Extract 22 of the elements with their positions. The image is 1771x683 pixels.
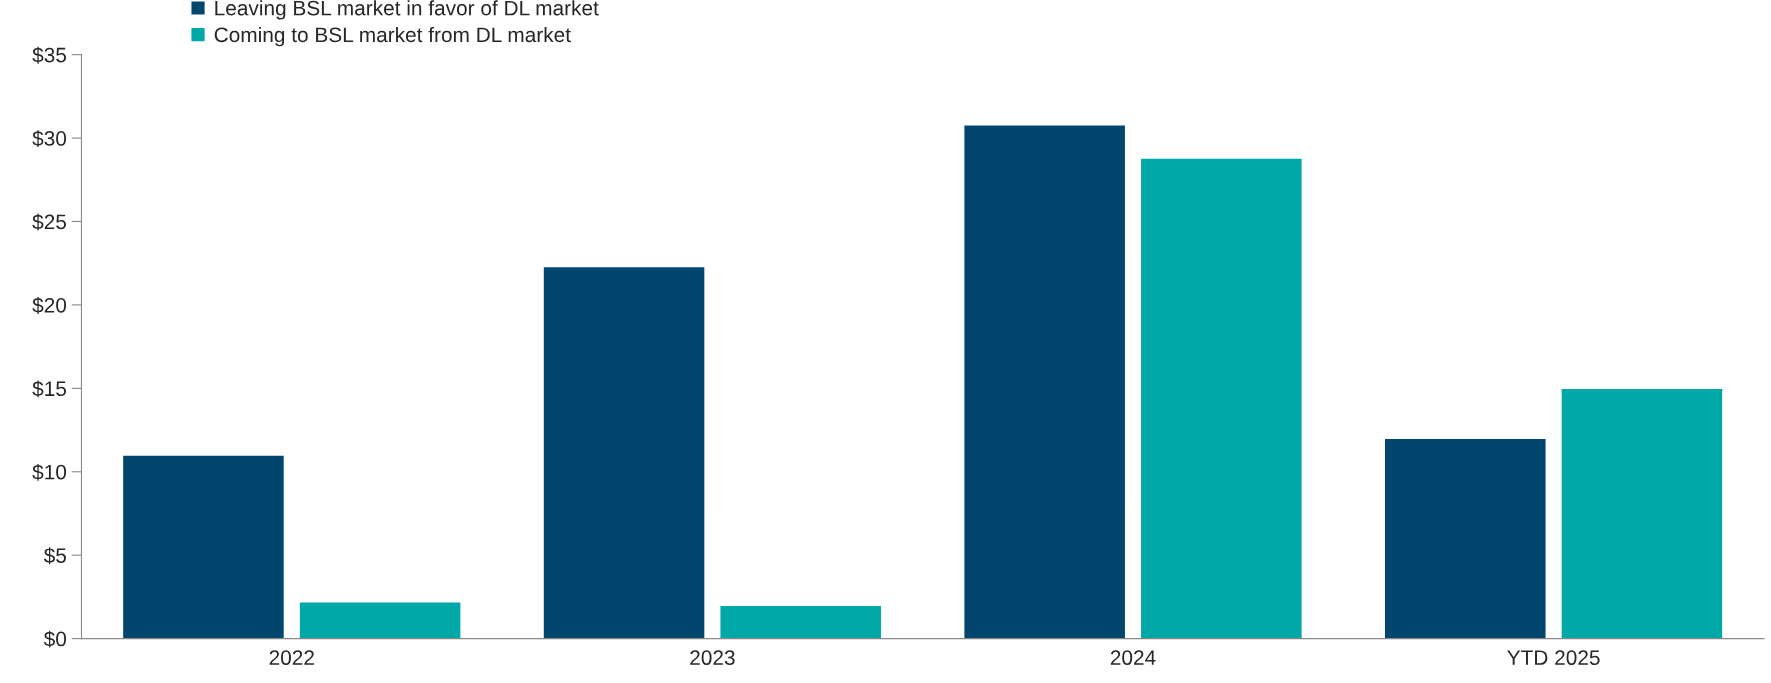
x-tick-label: 2023 (690, 650, 735, 666)
y-tick-label: $35 (32, 46, 67, 64)
x-tick-label: 2024 (1110, 650, 1156, 666)
bar (1383, 437, 1547, 639)
legend-label: Coming to BSL market from DL market (214, 26, 571, 47)
y-tick-label: $30 (32, 130, 67, 148)
bar (121, 454, 286, 639)
bar (963, 124, 1127, 639)
x-tick-label: 2022 (269, 650, 314, 666)
y-tick-label: $5 (43, 547, 67, 565)
y-tick-label: $25 (32, 213, 67, 231)
x-tick-label: YTD 2025 (1507, 650, 1600, 666)
bar (298, 601, 462, 639)
legend-label: Leaving BSL market in favor of DL market (215, 0, 599, 20)
bar (1560, 387, 1724, 639)
y-tick-label: $0 (43, 630, 67, 648)
bar (542, 265, 706, 639)
bar (1139, 157, 1303, 639)
y-tick-label: $10 (32, 463, 67, 481)
bar (719, 604, 883, 639)
y-tick-label: $20 (32, 297, 67, 314)
y-tick-label: $15 (32, 380, 67, 398)
